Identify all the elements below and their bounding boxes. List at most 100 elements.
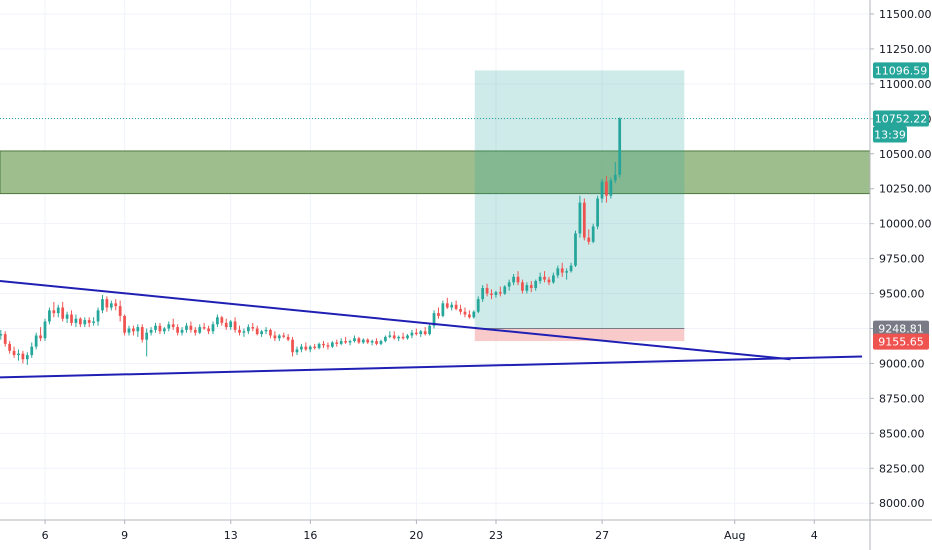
candle-body — [534, 280, 538, 288]
candle-body — [3, 334, 7, 344]
candle-body — [300, 346, 303, 350]
candle-body — [516, 276, 520, 283]
candle-body — [176, 327, 179, 333]
candle-body — [282, 335, 286, 337]
candle-body — [167, 324, 171, 329]
y-tick-label: 8250.00 — [879, 462, 925, 475]
candle-body — [207, 328, 210, 332]
candle-body — [140, 327, 144, 340]
candle-body — [17, 353, 20, 356]
y-axis-background — [870, 0, 932, 550]
candle-body — [242, 331, 246, 333]
candle-body — [295, 349, 299, 353]
candle-body — [185, 325, 188, 330]
candle-body — [21, 353, 25, 360]
candle-body — [260, 331, 263, 335]
candle-body — [428, 325, 431, 335]
candle-body — [313, 346, 317, 349]
candle-body — [441, 303, 445, 316]
candle-body — [494, 292, 498, 295]
candle-body — [0, 334, 3, 336]
y-tick-label: 8750.00 — [879, 392, 925, 405]
x-tick-label: 9 — [121, 529, 128, 542]
candle-body — [198, 327, 202, 333]
candle-body — [582, 202, 586, 238]
y-tick-label: 9000.00 — [879, 357, 925, 370]
candle-body — [233, 321, 237, 330]
candles — [0, 117, 622, 365]
price-tag-label: 11096.59 — [875, 64, 928, 77]
candle-body — [578, 202, 582, 234]
candle-body — [503, 286, 507, 294]
candle-body — [162, 328, 166, 332]
candle-body — [569, 265, 573, 272]
x-tick-label: Aug — [724, 529, 745, 542]
x-tick-label: 20 — [409, 529, 423, 542]
candle-body — [246, 327, 250, 332]
candle-body — [317, 343, 321, 349]
candle-body — [105, 299, 109, 308]
x-tick-label: 27 — [595, 529, 609, 542]
candle-body — [547, 279, 551, 283]
candle-body — [613, 174, 617, 181]
candle-body — [521, 282, 524, 291]
price-tag — [873, 126, 907, 143]
candle-body — [308, 346, 312, 350]
candle-body — [326, 345, 330, 347]
candle-body — [397, 336, 401, 339]
price-tag — [873, 333, 929, 350]
candle-body — [423, 331, 427, 335]
zone-long-stop — [474, 328, 685, 342]
candle-body — [432, 313, 436, 326]
candle-body — [70, 314, 73, 323]
candle-body — [39, 335, 42, 339]
candle-body — [348, 341, 352, 343]
candle-body — [379, 341, 383, 344]
candle-body — [229, 321, 233, 328]
candle-body — [145, 332, 149, 340]
candle-body — [12, 350, 16, 356]
candle-body — [565, 271, 569, 273]
candle-body — [291, 339, 294, 353]
candle-body — [171, 324, 175, 328]
trendline — [0, 279, 791, 361]
candle-body — [65, 314, 69, 319]
candle-body — [560, 268, 564, 273]
candle-body — [525, 285, 529, 291]
trendlines — [0, 279, 863, 379]
price-tag-label: 10752.22 — [875, 113, 928, 126]
candle-body — [552, 275, 555, 283]
candle-body — [78, 318, 82, 325]
candle-body — [158, 325, 162, 332]
candle-body — [512, 276, 515, 283]
zone-resistance — [0, 150, 871, 195]
candle-body — [127, 328, 131, 333]
candle-body — [52, 310, 56, 314]
y-tick-label: 11250.00 — [879, 43, 932, 56]
candle-body — [61, 307, 65, 319]
candle-body — [255, 328, 259, 335]
candle-body — [388, 335, 392, 337]
candle-body — [273, 335, 277, 339]
y-tick-label: 10250.00 — [879, 183, 932, 196]
x-axis-background — [0, 520, 932, 550]
candle-body — [538, 276, 542, 281]
candle-body — [468, 314, 471, 318]
candle-body — [330, 342, 334, 347]
candle-body — [109, 303, 113, 308]
zones — [0, 70, 871, 342]
candle-body — [30, 346, 34, 356]
candle-body — [481, 287, 485, 300]
candle-body — [618, 118, 622, 175]
x-tick-label: 4 — [811, 529, 818, 542]
price-tag — [873, 320, 929, 337]
candle-body — [605, 181, 608, 196]
candle-body — [238, 329, 241, 333]
candle-body — [384, 336, 387, 342]
candle-body — [286, 336, 290, 340]
candle-body — [419, 331, 423, 335]
candle-body — [454, 304, 458, 309]
candle-body — [216, 317, 219, 325]
